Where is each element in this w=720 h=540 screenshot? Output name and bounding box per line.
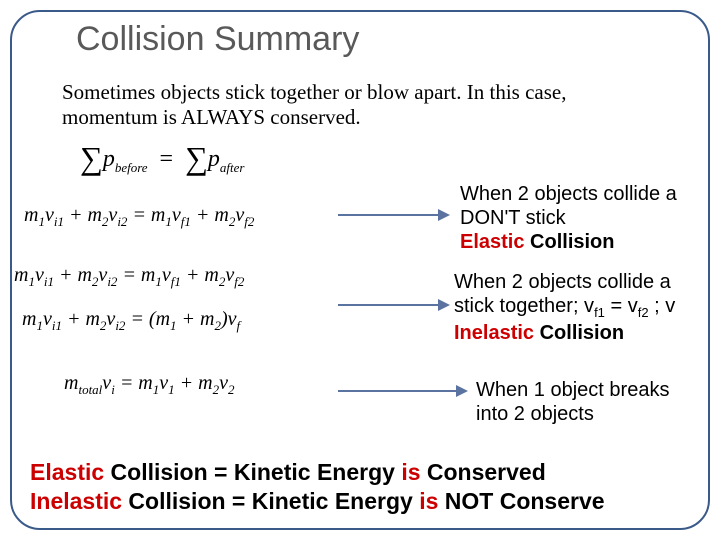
slide-title: Collision Summary xyxy=(76,20,359,59)
eq-breakup: mtotalvi = m1v1 + m2v2 xyxy=(64,372,235,398)
arrow-3-head xyxy=(456,385,468,397)
eq-inelastic-a: m1vi1 + m2vi2 = m1vf1 + m2vf2 xyxy=(14,264,244,290)
eq-inelastic-b: m1vi1 + m2vi2 = (m1 + m2)vf xyxy=(22,308,240,334)
arrow-2-head xyxy=(438,299,450,311)
desc-elastic: When 2 objects collide a DON'T stick Ela… xyxy=(460,182,720,254)
arrow-1-line xyxy=(338,214,438,216)
slide-subtitle: Sometimes objects stick together or blow… xyxy=(62,80,642,130)
eq-elastic: m1vi1 + m2vi2 = m1vf1 + m2vf2 xyxy=(24,204,254,230)
arrow-3-line xyxy=(338,390,456,392)
arrow-1-head xyxy=(438,209,450,221)
desc-breakup: When 1 object breaks into 2 objects xyxy=(476,378,720,426)
eq-sigma: ∑pbefore = ∑pafter xyxy=(80,142,244,179)
arrow-2-line xyxy=(338,304,438,306)
desc-inelastic: When 2 objects collide a stick together;… xyxy=(454,270,720,345)
footer-summary: Elastic Collision = Kinetic Energy is Co… xyxy=(30,458,605,516)
